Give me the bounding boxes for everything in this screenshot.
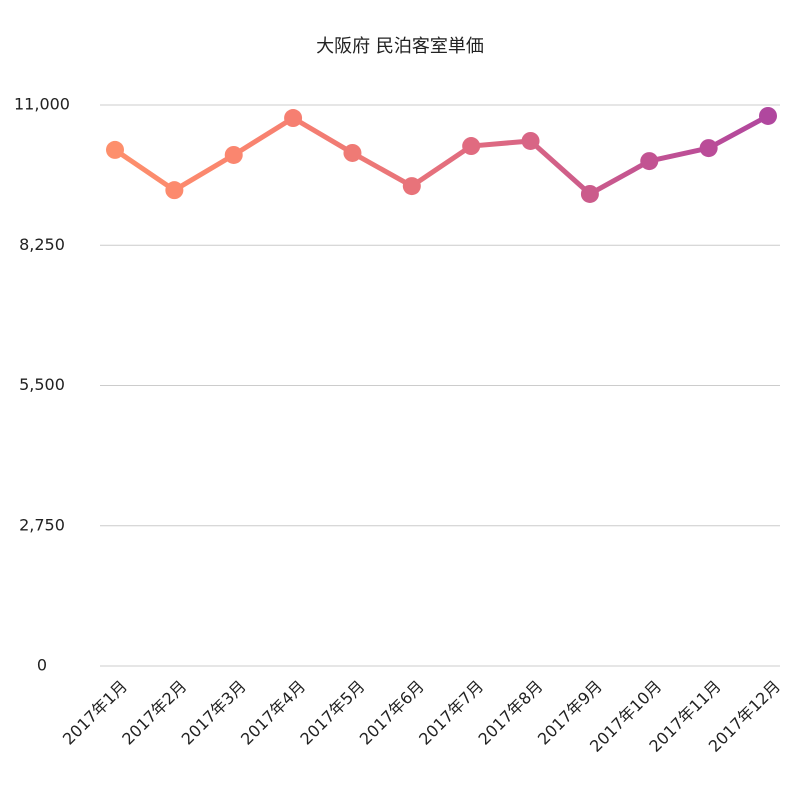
data-point bbox=[343, 143, 362, 162]
data-point bbox=[759, 106, 777, 125]
data-point bbox=[402, 177, 421, 196]
data-point bbox=[640, 152, 659, 171]
data-point bbox=[462, 137, 481, 156]
data-point bbox=[165, 181, 184, 200]
y-tick-label: 5,500 bbox=[19, 375, 65, 394]
data-point bbox=[284, 109, 303, 128]
chart-title: 大阪府 民泊客室単価 bbox=[316, 36, 484, 57]
data-point bbox=[224, 145, 243, 164]
data-point bbox=[106, 140, 124, 159]
line bbox=[113, 113, 770, 197]
y-tick-label: 11,000 bbox=[14, 95, 70, 114]
y-tick-label: 0 bbox=[37, 656, 47, 675]
data-point bbox=[699, 139, 718, 158]
y-tick-label: 2,750 bbox=[19, 515, 65, 534]
y-tick-label: 8,250 bbox=[19, 235, 65, 254]
data-point bbox=[521, 131, 540, 150]
data-point bbox=[580, 184, 599, 203]
